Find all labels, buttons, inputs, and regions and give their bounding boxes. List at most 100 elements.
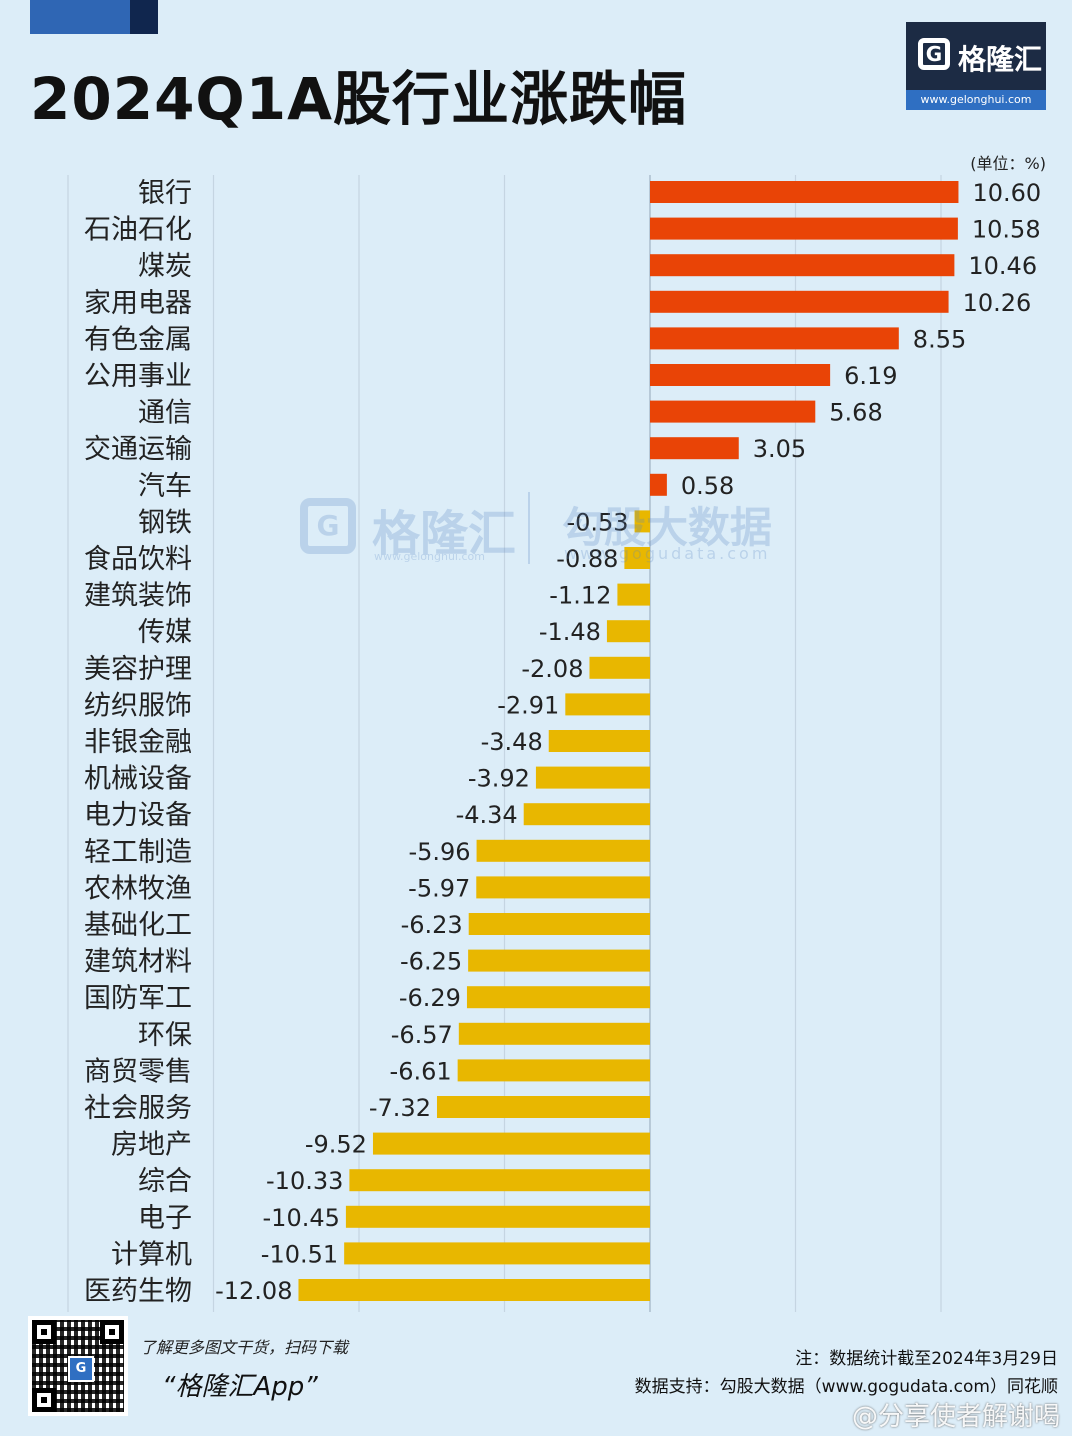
category-label: 煤炭 <box>138 251 192 282</box>
data-label: -5.96 <box>408 838 470 866</box>
data-label: 8.55 <box>913 325 966 353</box>
category-label: 银行 <box>138 178 192 209</box>
data-label: 0.58 <box>681 472 734 500</box>
data-label: -12.08 <box>215 1277 292 1305</box>
category-label: 公用事业 <box>84 361 192 392</box>
bar <box>345 1205 650 1228</box>
gelonghui-logo: G 格隆汇 www.gelonghui.com <box>906 22 1046 110</box>
category-label: 有色金属 <box>84 324 192 355</box>
qr-logo-icon: G <box>68 1356 94 1382</box>
qr-finder <box>100 1320 124 1344</box>
qr-caption: 了解更多图文干货，扫码下载 <box>140 1338 349 1357</box>
bar <box>650 437 739 460</box>
category-label: 钢铁 <box>138 507 192 538</box>
category-label: 美容护理 <box>84 654 192 685</box>
bar <box>634 510 650 533</box>
data-label: -3.92 <box>468 765 530 793</box>
category-label: 非银金融 <box>84 727 192 758</box>
category-label: 轻工制造 <box>84 837 192 868</box>
top-decor-tab <box>30 0 158 34</box>
bar <box>458 1022 650 1045</box>
bar <box>476 876 650 899</box>
category-label: 商贸零售 <box>84 1056 192 1087</box>
category-label: 通信 <box>138 398 192 429</box>
category-label: 交通运输 <box>84 434 192 465</box>
bar <box>650 290 949 313</box>
bar <box>372 1132 650 1155</box>
data-source: 数据支持：勾股大数据（www.gogudata.com）同花顺 <box>634 1377 1058 1397</box>
bar <box>457 1059 650 1082</box>
category-label: 计算机 <box>111 1239 192 1270</box>
data-label: -6.29 <box>399 984 461 1012</box>
bar <box>548 730 650 752</box>
category-label: 食品饮料 <box>84 544 192 575</box>
bar <box>624 547 650 569</box>
category-label: 电子 <box>138 1203 192 1234</box>
qr-finder <box>32 1320 56 1344</box>
category-label: 石油石化 <box>84 215 192 246</box>
category-label: 家用电器 <box>84 288 192 319</box>
data-label: -4.34 <box>456 801 518 829</box>
data-label: -5.97 <box>408 874 470 902</box>
category-label: 纺织服饰 <box>84 690 192 721</box>
bar <box>523 803 650 826</box>
data-label: 10.60 <box>972 179 1041 207</box>
bar <box>650 217 958 240</box>
bar <box>565 693 650 716</box>
category-label: 医药生物 <box>84 1276 192 1307</box>
category-label: 建筑材料 <box>84 947 192 978</box>
weibo-watermark: @分享使者解谢喝 <box>851 1402 1060 1432</box>
bar <box>650 364 831 386</box>
bar <box>466 986 650 1009</box>
data-label: -0.88 <box>556 545 618 573</box>
data-label: 10.46 <box>968 252 1037 280</box>
logo-g-icon: G <box>918 38 950 70</box>
bar <box>650 254 955 277</box>
data-label: -9.52 <box>305 1131 367 1159</box>
data-label: -10.33 <box>266 1167 343 1195</box>
bar <box>650 473 667 496</box>
data-label: -2.08 <box>521 655 583 683</box>
unit-label: (单位：%) <box>970 154 1046 173</box>
category-label: 农林牧渔 <box>84 873 192 904</box>
data-label: -10.51 <box>261 1240 338 1268</box>
page-title: 2024Q1A股行业涨跌幅 <box>30 65 687 133</box>
data-label: -6.61 <box>390 1057 452 1085</box>
data-label: -6.25 <box>400 948 462 976</box>
bar <box>476 839 650 862</box>
data-label: -6.23 <box>401 911 463 939</box>
category-label: 汽车 <box>138 471 192 502</box>
data-label: 10.58 <box>972 216 1041 244</box>
bar <box>349 1169 650 1192</box>
bar-chart: 银行 10.60 石油石化 10.58 煤炭 10.46 家用电器 10.26 有色金属 8.55… <box>67 175 1041 1312</box>
bar <box>650 400 816 423</box>
category-label: 基础化工 <box>84 910 192 941</box>
bar <box>617 583 650 606</box>
data-label: 6.19 <box>844 362 897 390</box>
data-label: -0.53 <box>566 508 628 536</box>
data-label: 10.26 <box>963 289 1032 317</box>
bar <box>468 913 650 935</box>
bar <box>535 766 650 789</box>
app-name: “格隆汇App” <box>162 1372 318 1402</box>
data-label: -1.48 <box>539 618 601 646</box>
category-label: 电力设备 <box>84 800 192 831</box>
data-note: 注：数据统计截至2024年3月29日 <box>795 1349 1058 1369</box>
data-label: -7.32 <box>369 1094 431 1122</box>
bar <box>589 656 650 679</box>
bar <box>650 327 899 350</box>
data-label: -10.45 <box>263 1204 340 1232</box>
bar <box>650 181 959 203</box>
qr-finder <box>32 1388 56 1412</box>
category-label: 建筑装饰 <box>84 581 192 612</box>
qr-code[interactable]: G <box>28 1316 128 1416</box>
category-label: 房地产 <box>111 1130 192 1161</box>
bar <box>606 620 650 643</box>
bar <box>298 1279 650 1301</box>
category-label: 环保 <box>138 1020 192 1051</box>
category-label: 国防军工 <box>84 983 192 1014</box>
bar <box>468 949 650 972</box>
category-label: 机械设备 <box>84 764 192 795</box>
logo-name: 格隆汇 <box>958 43 1043 76</box>
data-label: -3.48 <box>481 728 543 756</box>
